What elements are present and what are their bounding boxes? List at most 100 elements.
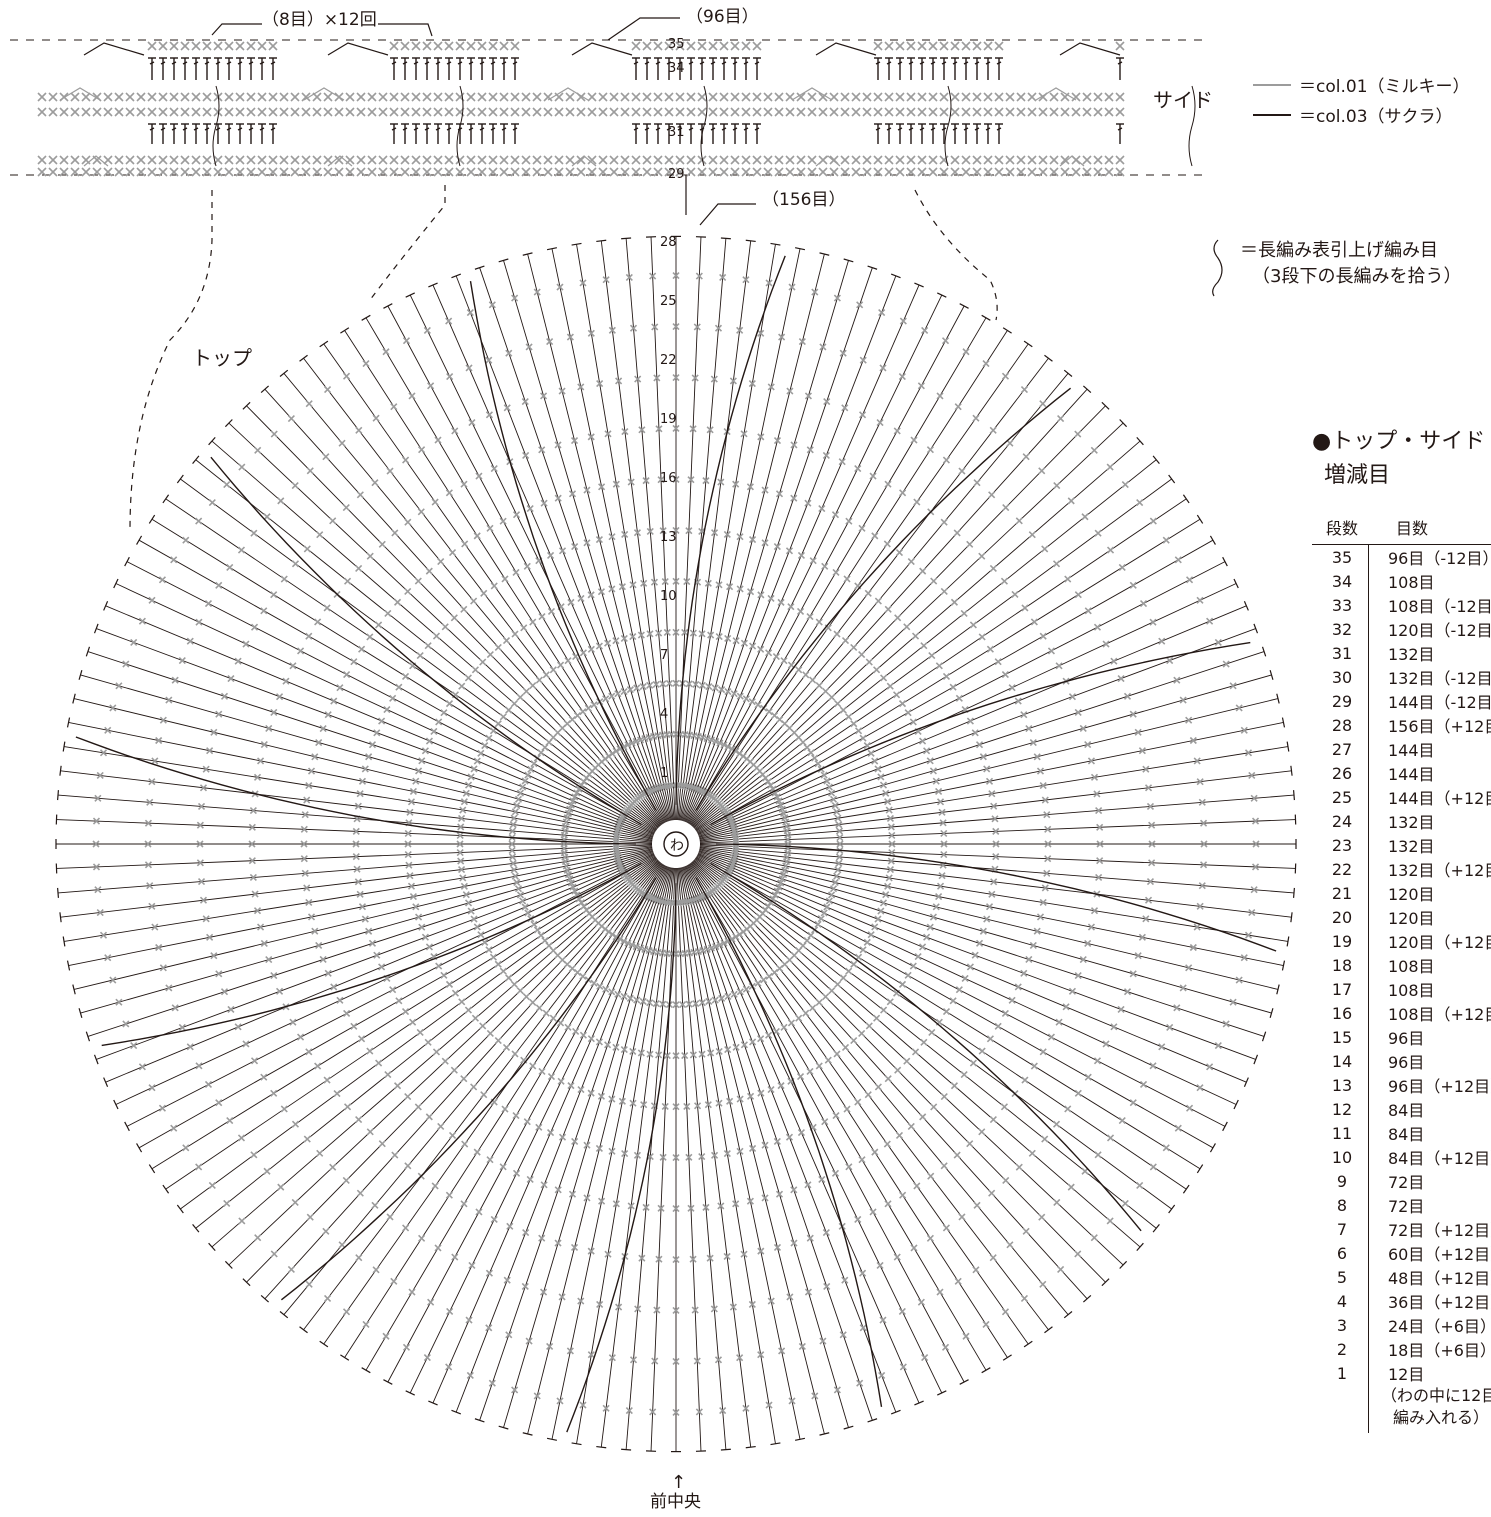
spoke-tick — [890, 273, 901, 279]
sc-stitch — [249, 873, 257, 882]
sc-stitch — [547, 551, 555, 560]
sc-stitch — [324, 386, 332, 394]
sc-stitch — [708, 92, 718, 102]
sc-stitch — [505, 706, 513, 714]
dc-stitch — [148, 123, 156, 144]
sc-stitch — [1142, 765, 1150, 773]
sc-stitch — [587, 433, 595, 441]
sc-stitch — [223, 1199, 231, 1208]
sc-stitch — [631, 167, 641, 177]
sc-stitch — [334, 167, 344, 177]
sc-stitch — [571, 793, 579, 801]
sc-stitch — [989, 426, 997, 434]
dc-stitch — [984, 123, 992, 144]
sc-stitch — [708, 107, 718, 117]
sc-stitch — [777, 879, 785, 887]
sc-stitch — [499, 41, 509, 51]
sc-stitch — [319, 724, 327, 733]
sc-stitch — [972, 92, 982, 102]
dc-stitch — [434, 57, 442, 80]
sc-stitch — [104, 954, 112, 962]
sc-stitch — [752, 92, 762, 102]
sc-stitch — [1200, 819, 1208, 827]
sc-stitch — [437, 558, 445, 566]
sc-stitch — [358, 645, 366, 653]
sc-stitch — [444, 107, 454, 117]
spoke-tick — [1269, 669, 1274, 680]
sc-stitch — [323, 604, 331, 612]
sc-stitch — [355, 1115, 363, 1124]
sc-stitch — [248, 857, 256, 865]
sc-stitch — [884, 1200, 892, 1208]
sc-stitch — [1193, 923, 1201, 931]
sc-stitch — [960, 1070, 968, 1079]
sc-stitch — [736, 1095, 744, 1103]
sc-stitch — [1206, 1063, 1214, 1071]
table-row-stitches: 132目（+12目） — [1388, 861, 1491, 880]
sc-stitch — [471, 1014, 479, 1022]
sc-stitch — [195, 1062, 203, 1070]
sc-stitch — [178, 656, 186, 665]
sc-stitch — [923, 747, 931, 755]
sc-stitch — [715, 633, 723, 641]
sc-stitch — [268, 167, 278, 177]
sc-stitch — [367, 167, 377, 177]
dc-stitch — [1116, 57, 1124, 80]
sc-stitch — [642, 107, 652, 117]
sc-stitch — [653, 155, 663, 165]
sc-stitch — [362, 1320, 370, 1328]
sc-stitch — [414, 1103, 422, 1111]
sc-stitch — [918, 943, 927, 951]
sc-stitch — [691, 374, 699, 382]
sc-stitch — [446, 372, 454, 381]
sc-stitch — [301, 155, 311, 165]
sc-stitch — [718, 686, 726, 694]
sc-stitch — [122, 660, 130, 668]
sc-stitch — [774, 92, 784, 102]
sc-stitch — [832, 568, 840, 576]
sc-stitch — [425, 737, 434, 745]
sc-stitch — [510, 700, 518, 708]
sc-stitch — [609, 92, 619, 102]
sc-stitch — [510, 980, 518, 988]
sc-stitch — [664, 155, 674, 165]
sc-stitch — [646, 999, 654, 1007]
spoke-tick — [176, 474, 184, 484]
sc-stitch — [765, 1401, 773, 1409]
sc-stitch — [888, 848, 896, 857]
sc-stitch — [301, 869, 309, 877]
stitch-spoke — [699, 844, 1296, 869]
sc-stitch — [414, 577, 422, 585]
sc-stitch — [705, 997, 713, 1006]
sc-stitch — [876, 1261, 884, 1270]
sc-stitch — [653, 1306, 661, 1314]
sc-stitch — [248, 823, 256, 831]
sc-stitch — [983, 915, 991, 923]
sc-stitch — [991, 815, 999, 823]
sc-stitch — [888, 840, 896, 848]
spoke-tick — [843, 1425, 854, 1430]
sc-stitch — [637, 1049, 645, 1057]
dc-stitch — [511, 57, 519, 80]
stitch-spoke — [80, 674, 654, 838]
sc-stitch — [1121, 480, 1129, 489]
stitch-spoke — [576, 244, 673, 821]
sc-stitch — [355, 426, 363, 434]
sc-stitch — [1198, 882, 1206, 890]
sc-stitch — [938, 808, 946, 816]
sc-stitch — [940, 587, 948, 596]
sc-stitch — [620, 992, 628, 1001]
sc-stitch — [978, 1128, 986, 1136]
sc-stitch — [958, 467, 966, 475]
sc-stitch — [712, 737, 720, 745]
sc-stitch — [972, 155, 982, 165]
sc-stitch — [1174, 1124, 1182, 1132]
sc-stitch — [96, 908, 104, 917]
sc-stitch — [822, 451, 830, 460]
stitch-spoke — [63, 847, 653, 942]
sc-stitch — [1093, 167, 1103, 177]
sc-stitch — [345, 107, 355, 117]
sc-stitch — [1067, 497, 1075, 505]
sc-stitch — [651, 1357, 659, 1365]
sc-stitch — [1138, 747, 1146, 755]
